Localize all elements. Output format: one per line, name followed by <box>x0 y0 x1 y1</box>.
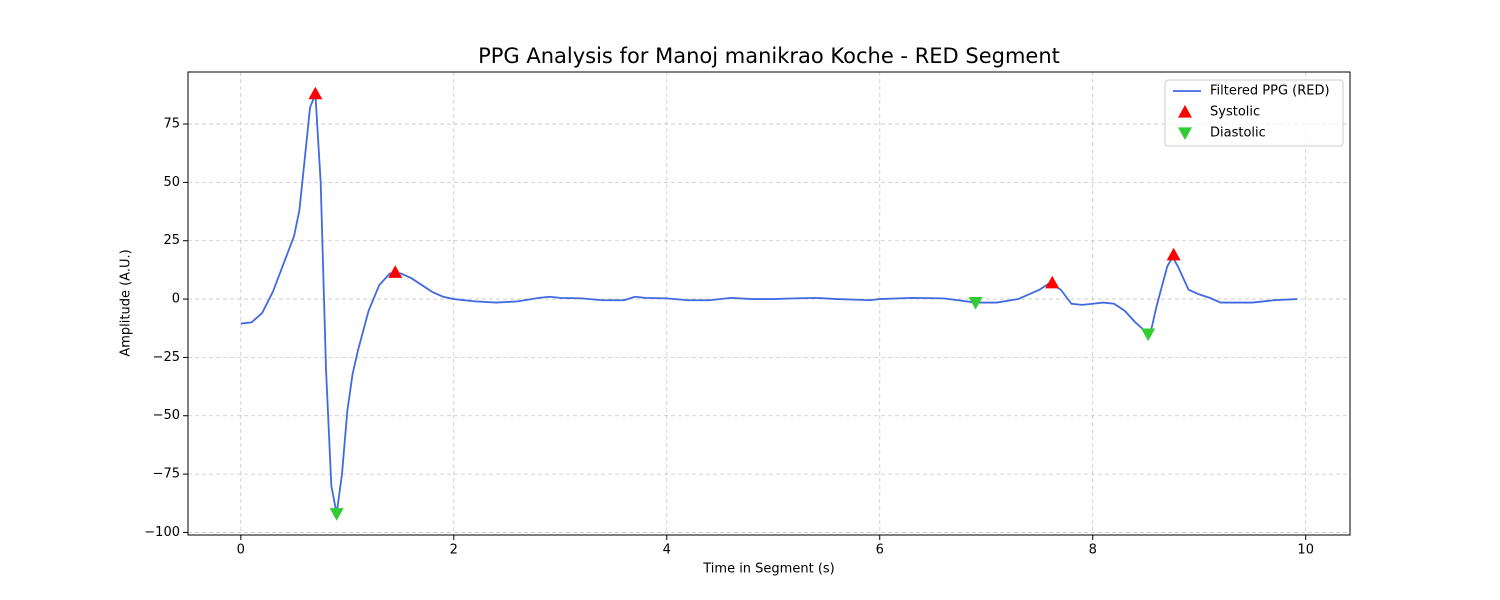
y-tick-label: −75 <box>153 467 180 482</box>
legend-swatch <box>1178 127 1192 140</box>
y-axis-label: Amplitude (A.U.) <box>119 249 134 356</box>
x-tick-label: 8 <box>1089 543 1097 558</box>
y-tick-label: −100 <box>144 525 180 540</box>
legend-label: Diastolic <box>1210 126 1266 141</box>
x-tick-label: 6 <box>876 543 884 558</box>
x-axis-label: Time in Segment (s) <box>702 562 834 577</box>
diastolic-marker <box>1141 328 1156 342</box>
systolic-marker <box>1166 247 1181 261</box>
legend-box <box>1164 79 1344 147</box>
legend-label: Systolic <box>1210 105 1260 120</box>
plot-frame <box>187 71 1351 536</box>
y-tick-label: 75 <box>163 117 180 132</box>
x-tick-label: 0 <box>237 543 245 558</box>
legend-label: Filtered PPG (RED) <box>1210 84 1330 99</box>
x-tick-label: 10 <box>1297 543 1314 558</box>
y-tick-label: 50 <box>163 175 180 190</box>
systolic-marker <box>1045 275 1060 289</box>
chart-title: PPG Analysis for Manoj manikrao Koche - … <box>478 44 1060 68</box>
y-tick-label: 0 <box>172 292 180 307</box>
diastolic-marker <box>329 508 344 521</box>
ppg-line <box>240 93 1298 514</box>
systolic-marker <box>308 86 323 100</box>
x-tick-label: 2 <box>450 543 458 558</box>
x-tick-label: 4 <box>663 543 671 558</box>
y-tick-label: −50 <box>153 408 180 423</box>
legend-swatch <box>1178 105 1192 118</box>
y-tick-label: 25 <box>163 233 180 248</box>
diastolic-marker <box>968 296 983 310</box>
systolic-marker <box>388 265 403 278</box>
y-tick-label: −25 <box>153 350 180 365</box>
